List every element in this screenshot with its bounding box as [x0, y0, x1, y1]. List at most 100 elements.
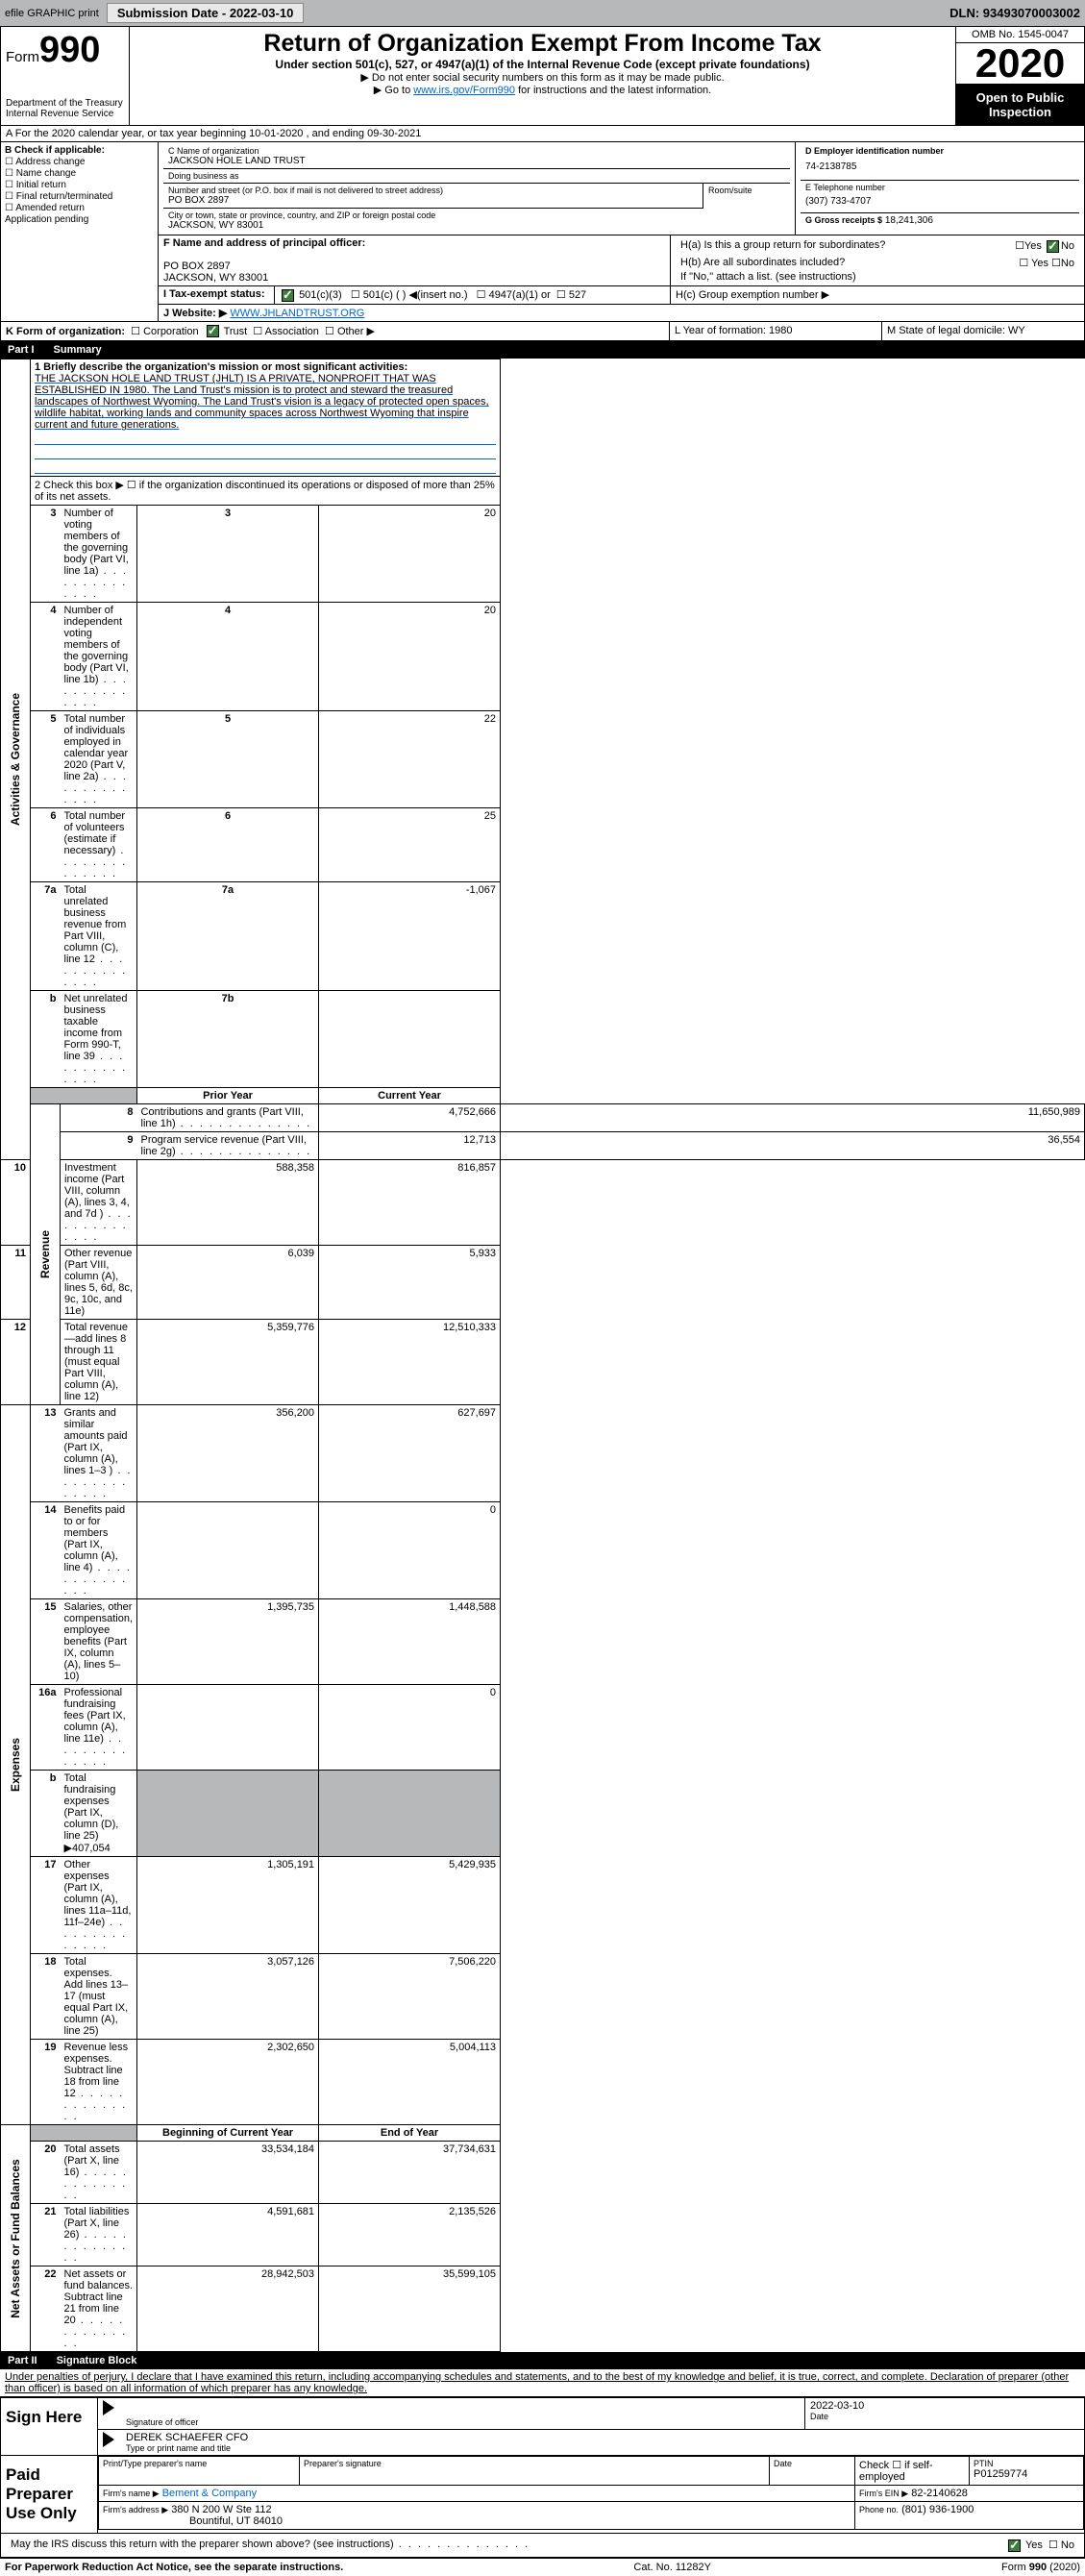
501c3-check-icon[interactable] — [282, 289, 294, 302]
cb-address[interactable]: ☐ Address change — [5, 157, 154, 167]
firm-phone-label: Phone no. — [859, 2505, 899, 2514]
cy: 12,510,333 — [319, 1320, 501, 1405]
lv: 20 — [319, 506, 501, 603]
py: 28,942,503 — [137, 2266, 319, 2352]
ln: 20 — [31, 2142, 61, 2204]
ln: 16a — [31, 1685, 61, 1771]
summary-table: Activities & Governance 1 Briefly descri… — [0, 359, 1085, 2352]
org-name-label: C Name of organization — [168, 146, 785, 156]
phone-label: E Telephone number — [805, 183, 1074, 192]
arrow-icon — [103, 2432, 114, 2447]
dept-label: Department of the Treasury Internal Reve… — [6, 98, 124, 119]
efile-label: efile GRAPHIC print — [5, 8, 99, 19]
ln: 22 — [31, 2266, 61, 2352]
discuss-yes: Yes — [1025, 2539, 1043, 2551]
lb: 6 — [137, 808, 319, 882]
part2-title: Signature Block — [57, 2355, 137, 2366]
ld: Total expenses. Add lines 13–17 (must eq… — [64, 1956, 129, 2037]
ln: 18 — [31, 1954, 61, 2040]
cb-app-pending[interactable]: Application pending — [5, 214, 154, 225]
py: 588,358 — [137, 1160, 319, 1246]
cb-final[interactable]: ☐ Final return/terminated — [5, 191, 154, 202]
addr-label: Number and street (or P.O. box if mail i… — [168, 186, 698, 195]
ptin-label: PTIN — [974, 2459, 1079, 2468]
cy: 816,857 — [319, 1160, 501, 1246]
lb: 4 — [137, 603, 319, 711]
cb-initial[interactable]: ☐ Initial return — [5, 180, 154, 190]
year-formation: L Year of formation: 1980 — [670, 322, 882, 341]
527[interactable]: ☐ 527 — [556, 289, 586, 301]
discuss-yes-check-icon[interactable] — [1008, 2539, 1021, 2552]
hb-yes[interactable]: ☐ Yes — [1019, 258, 1048, 269]
firm-name[interactable]: Bement & Company — [162, 2488, 257, 2499]
form-number: 990 — [39, 30, 100, 70]
officer-addr1: PO BOX 2897 — [163, 260, 665, 272]
shade-cell — [319, 1771, 501, 1857]
page-footer: For Paperwork Reduction Act Notice, see … — [0, 2558, 1085, 2576]
gross-value: 18,241,306 — [885, 215, 933, 226]
cy: 7,506,220 — [319, 1954, 501, 2040]
cy: 1,448,588 — [319, 1599, 501, 1685]
py: 1,395,735 — [137, 1599, 319, 1685]
ln: 5 — [31, 711, 61, 808]
section-b: B Check if applicable: ☐ Address change … — [1, 142, 159, 321]
ld: Total fundraising expenses (Part IX, col… — [64, 1772, 119, 1854]
tax-year: 2020 — [956, 43, 1084, 85]
hb-no[interactable]: ☐No — [1051, 258, 1074, 269]
501c[interactable]: ☐ 501(c) ( ) ◀(insert no.) — [351, 289, 468, 301]
open-to-public: Open to Public Inspection — [956, 85, 1084, 125]
py: 3,057,126 — [137, 1954, 319, 2040]
cy: 5,933 — [319, 1246, 501, 1320]
tax-year-range: A For the 2020 calendar year, or tax yea… — [0, 126, 1085, 142]
website-link[interactable]: WWW.JHLANDTRUST.ORG — [230, 308, 364, 319]
corp-cb[interactable]: ☐ Corporation — [131, 326, 198, 337]
officer-name: DEREK SCHAEFER CFO — [126, 2432, 1079, 2443]
ld: Program service revenue (Part VIII, line… — [141, 1134, 307, 1157]
ln: 19 — [31, 2040, 61, 2125]
note-ssn: ▶ Do not enter social security numbers o… — [137, 71, 948, 84]
ld: Total assets (Part X, line 16) — [64, 2143, 120, 2178]
ln: 14 — [31, 1502, 61, 1599]
cy: 11,650,989 — [501, 1104, 1085, 1132]
check-if-label: B Check if applicable: — [5, 145, 105, 156]
py: 356,200 — [137, 1405, 319, 1502]
footer-cat: Cat. No. 11282Y — [633, 2562, 711, 2573]
other-cb[interactable]: ☐ Other ▶ — [325, 326, 375, 337]
ld: Benefits paid to or for members (Part IX… — [64, 1504, 126, 1573]
ld: Number of voting members of the governin… — [64, 508, 129, 577]
ld: Total number of volunteers (estimate if … — [64, 810, 126, 856]
footer-form: Form — [1001, 2562, 1029, 2573]
bhdr2: End of Year — [319, 2125, 501, 2142]
side-rev: Revenue — [38, 1230, 52, 1278]
ha-yes[interactable]: ☐Yes — [1015, 240, 1042, 252]
arrow-icon — [103, 2400, 114, 2415]
ld: Net unrelated business taxable income fr… — [64, 993, 128, 1062]
form-subtitle: Under section 501(c), 527, or 4947(a)(1)… — [137, 58, 948, 71]
discuss-no[interactable]: ☐ No — [1048, 2539, 1074, 2551]
perjury-decl: Under penalties of perjury, I declare th… — [0, 2369, 1085, 2396]
ln: 10 — [1, 1160, 31, 1246]
state-domicile: M State of legal domicile: WY — [882, 322, 1084, 341]
submission-date-button[interactable]: Submission Date - 2022-03-10 — [107, 3, 305, 23]
instructions-link[interactable]: www.irs.gov/Form990 — [413, 85, 515, 96]
line1-label: 1 Briefly describe the organization's mi… — [35, 361, 407, 373]
paid-preparer-label: Paid Preparer Use Only — [1, 2456, 98, 2533]
py: 4,752,666 — [319, 1104, 501, 1132]
cb-amended[interactable]: ☐ Amended return — [5, 203, 154, 213]
form-header: Form990 Department of the Treasury Inter… — [0, 26, 1085, 126]
assoc-cb[interactable]: ☐ Association — [253, 326, 319, 337]
pp-self-emp[interactable]: Check ☐ if self-employed — [855, 2457, 970, 2486]
ln: 9 — [61, 1132, 137, 1160]
cb-name[interactable]: ☐ Name change — [5, 168, 154, 179]
4947a1[interactable]: ☐ 4947(a)(1) or — [477, 289, 551, 301]
tax-status-label: I Tax-exempt status: — [163, 288, 265, 300]
dln-label: DLN: 93493070003002 — [949, 6, 1080, 20]
lb: 7a — [137, 882, 319, 991]
ha-no-check-icon[interactable] — [1047, 240, 1059, 253]
ld: Contributions and grants (Part VIII, lin… — [141, 1106, 304, 1129]
city-value: JACKSON, WY 83001 — [168, 220, 785, 231]
cy: 36,554 — [501, 1132, 1085, 1160]
trust-check-icon[interactable] — [207, 325, 219, 337]
lv: -1,067 — [319, 882, 501, 991]
mission-text: THE JACKSON HOLE LAND TRUST (JHLT) IS A … — [35, 373, 489, 431]
